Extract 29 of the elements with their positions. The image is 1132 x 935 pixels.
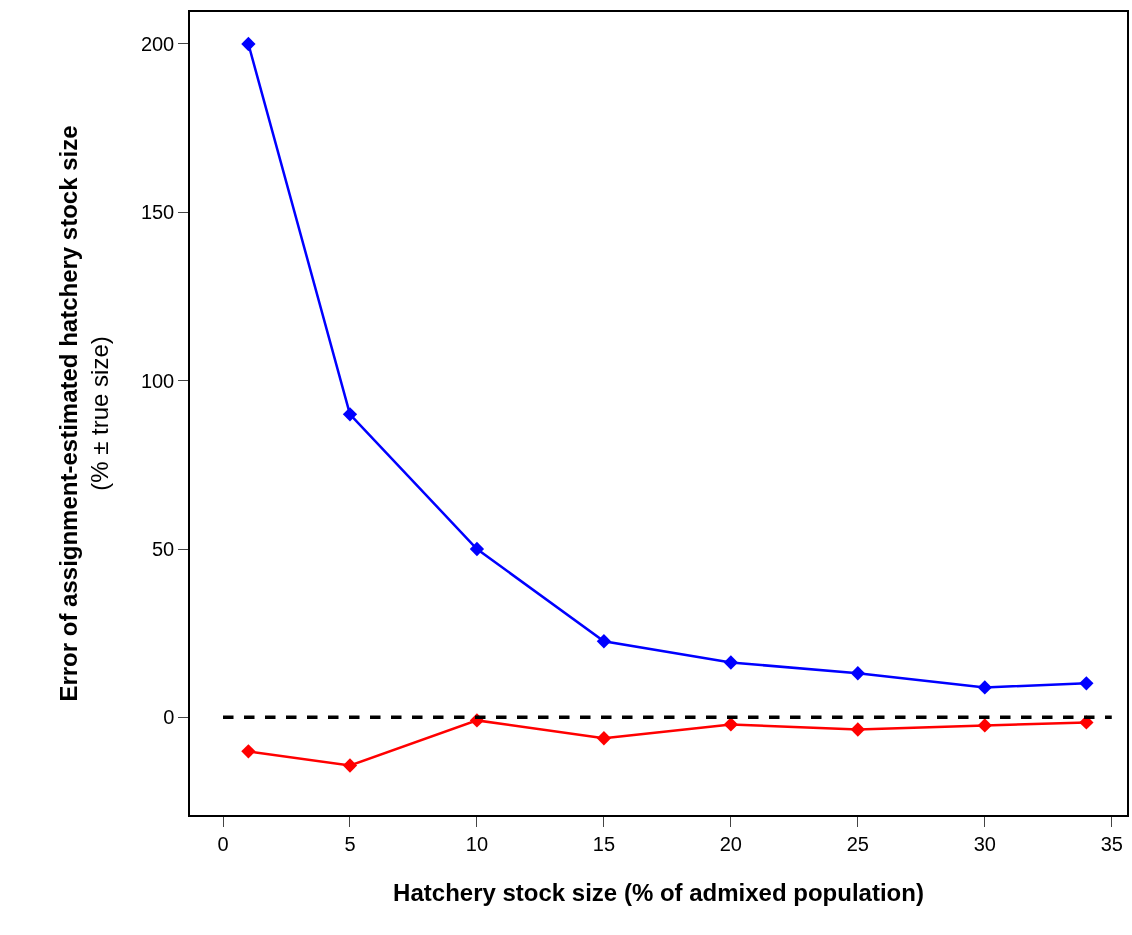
x-tick-label: 30 <box>973 832 996 855</box>
point <box>241 36 256 52</box>
x-axis-title: Hatchery stock size (% of admixed population) <box>393 878 924 906</box>
point <box>342 758 358 773</box>
y-tick-label: 100 <box>140 369 175 392</box>
x-tick-label: 35 <box>1100 832 1123 855</box>
x-tick-label: 20 <box>719 832 742 855</box>
x-tick-label: 0 <box>217 832 229 855</box>
point <box>850 666 865 681</box>
y-tick-label: 200 <box>140 32 175 55</box>
point <box>850 722 865 737</box>
x-tick-label: 5 <box>344 832 356 855</box>
y-axis-title: Error of assignment-estimated hatchery stock size (% ± true size) <box>55 125 114 702</box>
point <box>977 680 992 695</box>
point <box>342 407 358 422</box>
y-tick-label: 50 <box>152 538 175 561</box>
x-tick-label: 25 <box>846 832 869 855</box>
point <box>241 744 256 759</box>
x-tick-label: 15 <box>592 832 616 855</box>
x-tick-label: 10 <box>465 832 489 855</box>
point <box>977 718 992 733</box>
point <box>723 655 739 670</box>
point <box>723 717 739 732</box>
y-tick-label: 150 <box>140 201 175 224</box>
point <box>469 541 485 557</box>
point <box>596 731 612 746</box>
point <box>596 634 612 649</box>
point <box>1079 676 1094 691</box>
y-tick-label: 0 <box>163 706 175 729</box>
